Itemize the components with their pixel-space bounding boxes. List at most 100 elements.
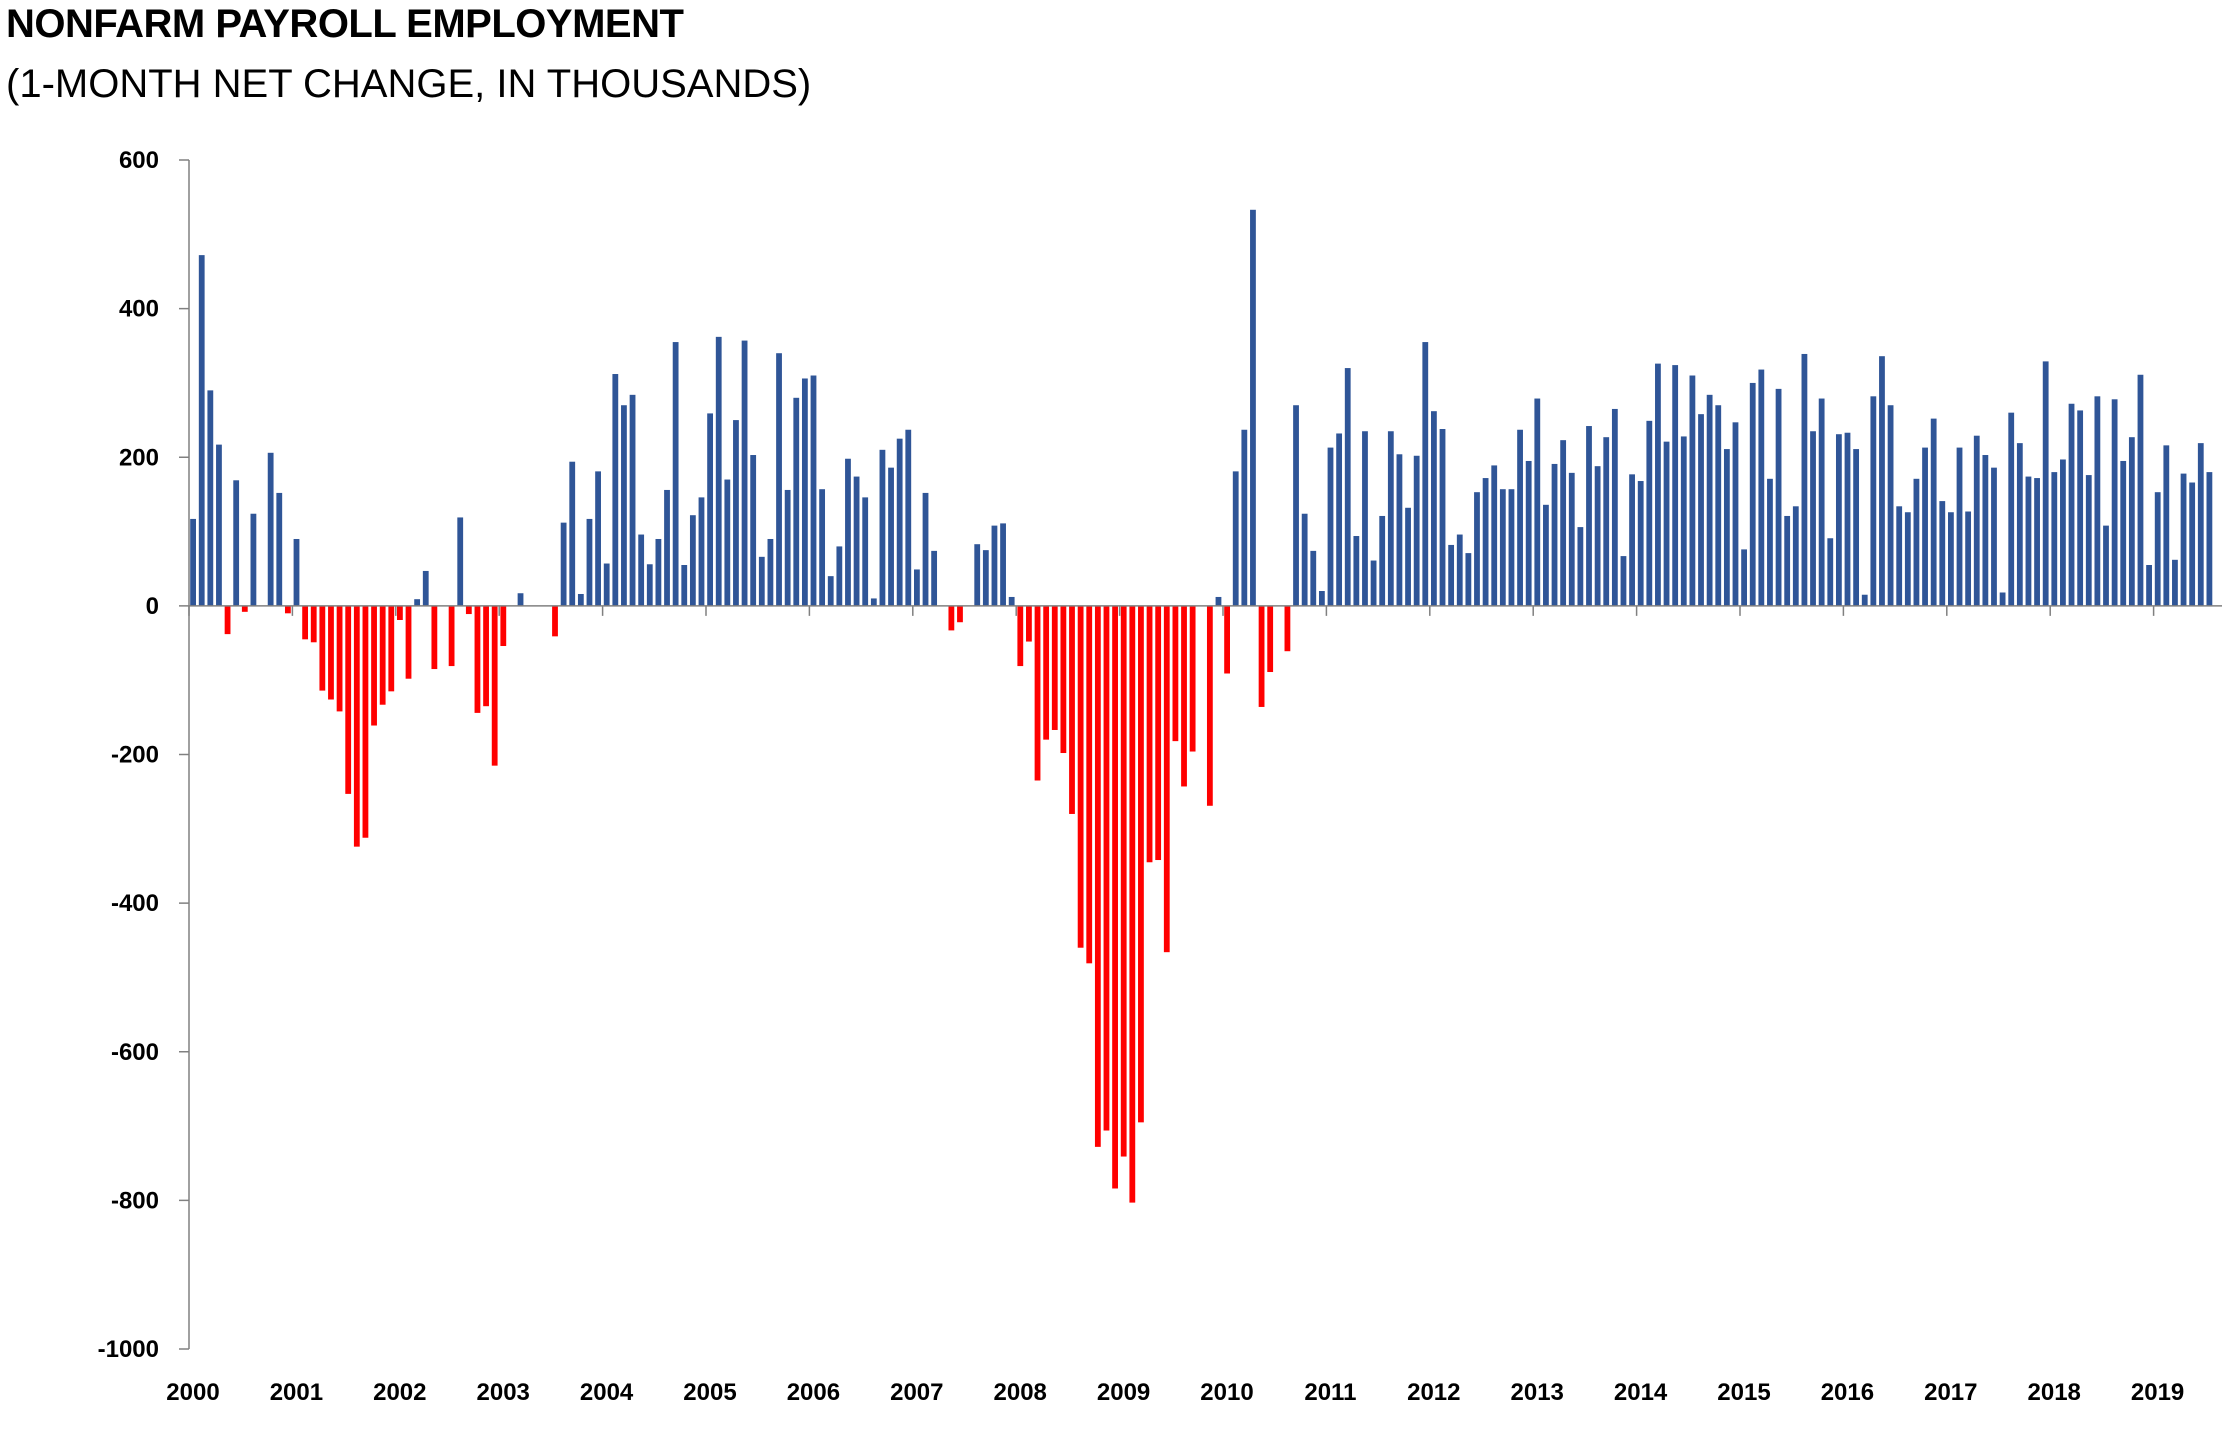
- bar: [2042, 361, 2049, 606]
- bar: [1241, 429, 1248, 606]
- bar: [991, 525, 998, 606]
- bar: [1655, 363, 1661, 606]
- y-tick-label: 400: [119, 296, 159, 323]
- bar: [707, 413, 713, 606]
- bar: [1181, 605, 1187, 787]
- bar: [1870, 396, 1877, 606]
- bar: [689, 515, 696, 606]
- bar: [974, 544, 981, 606]
- bar: [224, 605, 231, 635]
- bar: [612, 374, 619, 606]
- bar: [1327, 447, 1334, 606]
- x-tick-label: 2013: [1511, 1379, 1564, 1406]
- bar: [810, 375, 817, 606]
- bar: [2206, 472, 2213, 606]
- bar: [1629, 474, 1635, 606]
- x-tick-label: 2007: [890, 1379, 943, 1406]
- bar: [2068, 403, 2075, 606]
- bar: [1310, 550, 1317, 606]
- bar: [2172, 559, 2178, 606]
- bar: [465, 605, 472, 615]
- bar: [388, 605, 395, 692]
- bar: [1284, 605, 1291, 652]
- bar: [1258, 605, 1265, 707]
- bar: [284, 605, 291, 614]
- bar: [1086, 605, 1093, 964]
- bar: [2051, 472, 2058, 606]
- y-tick-label: 600: [119, 147, 159, 174]
- bar: [2085, 475, 2092, 606]
- bar: [422, 570, 429, 606]
- bar: [681, 565, 688, 606]
- bar: [870, 598, 877, 606]
- bar: [1008, 596, 1015, 606]
- bar: [1948, 512, 1954, 606]
- bar: [2094, 396, 2101, 606]
- bar: [836, 546, 843, 606]
- x-tick-label: 2003: [477, 1379, 530, 1406]
- x-tick-label: 2004: [580, 1379, 634, 1406]
- bar: [638, 534, 645, 606]
- x-tick-label: 2000: [166, 1379, 219, 1406]
- bar: [1965, 511, 1972, 606]
- y-tick-label: 200: [119, 444, 159, 471]
- bar: [1103, 605, 1110, 1131]
- bar: [2077, 410, 2084, 606]
- bar: [776, 353, 782, 606]
- bar: [1293, 405, 1299, 606]
- bar: [1508, 489, 1515, 606]
- bar: [1792, 506, 1799, 606]
- y-tick-label: 0: [146, 593, 159, 620]
- bar: [621, 405, 627, 606]
- bar: [1577, 527, 1584, 606]
- bar: [1844, 432, 1851, 606]
- bar: [319, 605, 326, 691]
- bar: [2008, 412, 2015, 606]
- bar: [302, 605, 309, 640]
- bar: [371, 605, 377, 726]
- bar: [1982, 455, 1989, 606]
- axes-group: [179, 159, 2222, 1350]
- bar: [1818, 398, 1825, 606]
- bar: [1611, 408, 1618, 606]
- bar: [1930, 418, 1937, 606]
- bar: [1034, 605, 1041, 781]
- bar: [1250, 209, 1256, 606]
- bar: [1680, 436, 1687, 606]
- bar: [491, 605, 498, 766]
- bar: [1689, 375, 1696, 606]
- bar: [845, 458, 851, 606]
- bar: [1904, 512, 1911, 606]
- x-tick-label: 2002: [373, 1379, 426, 1406]
- bar: [1827, 538, 1834, 606]
- bar: [207, 390, 214, 606]
- bar: [1999, 592, 2006, 606]
- bar: [1043, 605, 1050, 740]
- bar: [1232, 471, 1239, 606]
- bar: [629, 394, 636, 606]
- bar: [1474, 492, 1480, 606]
- bar: [1603, 437, 1610, 606]
- bar: [2060, 459, 2066, 606]
- bar: [1069, 605, 1075, 814]
- bar: [483, 605, 489, 707]
- bar: [560, 522, 567, 606]
- bar: [784, 489, 791, 606]
- bar: [1620, 556, 1627, 606]
- bar: [293, 538, 300, 606]
- bar: [1723, 449, 1730, 606]
- bar: [914, 569, 920, 606]
- bar: [586, 518, 593, 606]
- bars-group: [190, 209, 2213, 1203]
- bar: [474, 605, 481, 713]
- bar: [715, 336, 722, 606]
- bar: [1491, 465, 1498, 606]
- bar: [2111, 399, 2118, 606]
- bar: [241, 605, 248, 612]
- bar: [1370, 560, 1377, 606]
- bar: [1146, 605, 1153, 863]
- bar: [1749, 382, 1756, 606]
- x-tick-label: 2006: [787, 1379, 840, 1406]
- bar: [931, 550, 938, 606]
- bar: [664, 489, 670, 606]
